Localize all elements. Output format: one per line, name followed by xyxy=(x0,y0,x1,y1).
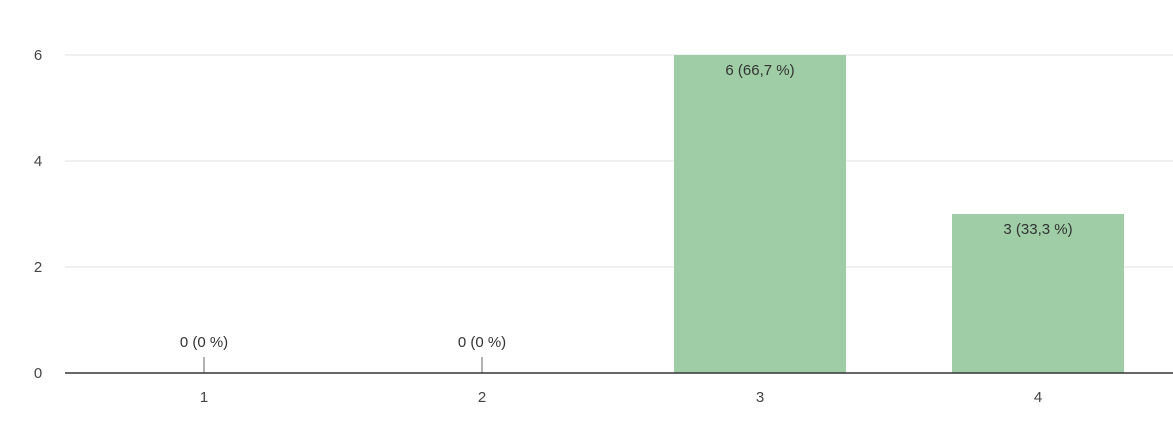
data-label-2: 0 (0 %) xyxy=(458,334,506,351)
y-tick-label: 2 xyxy=(34,259,42,276)
x-tick-label: 1 xyxy=(200,389,208,406)
data-label-1: 0 (0 %) xyxy=(180,334,228,351)
y-tick-label: 0 xyxy=(34,365,42,382)
bars xyxy=(203,55,1124,373)
bar-4[interactable] xyxy=(952,214,1124,373)
y-tick-label: 6 xyxy=(34,47,42,64)
x-tick-label: 3 xyxy=(756,389,764,406)
x-tick-label: 2 xyxy=(478,389,486,406)
labels: 0 2 4 6 1 0 (0 %) 2 0 (0 %) 3 6 (66,7 %) 4 3 (33,3 … xyxy=(34,47,1073,406)
data-label-3: 6 (66,7 %) xyxy=(725,62,794,79)
y-tick-label: 4 xyxy=(34,153,42,170)
x-tick-label: 4 xyxy=(1034,389,1042,406)
data-label-4: 3 (33,3 %) xyxy=(1003,221,1072,238)
bar-3[interactable] xyxy=(674,55,846,373)
